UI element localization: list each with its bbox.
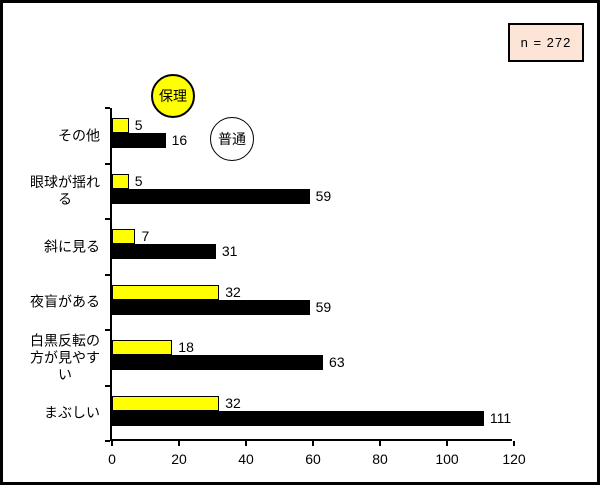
x-axis-tick — [379, 441, 381, 446]
bar-value-label: 7 — [141, 228, 150, 244]
x-axis-tick — [178, 441, 180, 446]
category-label-4: 白黒反転の 方が見やす い — [30, 332, 100, 383]
bar-group-4: 18 63 — [112, 330, 512, 386]
bar-value-label: 32 — [225, 283, 241, 300]
legend-circle-series1: 保理 — [151, 74, 195, 118]
bar-保理-4 — [112, 340, 173, 355]
sample-size-box: n = 272 — [508, 23, 584, 62]
x-axis-tick — [312, 441, 314, 446]
bar-group-3: 32 59 — [112, 275, 512, 331]
x-axis-tick-label: 100 — [435, 451, 459, 467]
bar-普通-3 — [112, 299, 310, 315]
category-label-1: 眼球が揺れ る — [30, 174, 100, 208]
x-axis-tick-label: 80 — [372, 451, 388, 467]
bar-保理-3 — [112, 284, 220, 300]
category-label-0: その他 — [58, 127, 100, 144]
x-axis-tick — [446, 441, 448, 446]
bar-普通-4 — [112, 355, 324, 370]
bar-value-label: 5 — [134, 172, 143, 189]
bar-保理-2 — [112, 229, 136, 244]
y-axis-tick — [105, 440, 110, 442]
x-axis-tick-label: 20 — [171, 451, 187, 467]
y-axis-tick — [105, 107, 110, 109]
legend-circle-series2: 普通 — [210, 117, 254, 161]
y-axis-tick — [105, 162, 110, 165]
bar-value-label: 111 — [489, 409, 512, 426]
sample-size-label: n = 272 — [520, 35, 572, 50]
legend-label-series1: 保理 — [159, 88, 187, 104]
category-label-5: まぶしい — [44, 404, 100, 421]
bar-保理-5 — [112, 395, 220, 411]
x-axis-tick — [245, 441, 247, 446]
plot-area: 5 16 5 59 7 31 32 59 18 63 32 111 0 20 40 60 80 100 120 — [105, 107, 526, 467]
bar-group-5: 32 111 — [112, 386, 512, 442]
bar-value-label: 59 — [315, 298, 332, 315]
bar-普通-0 — [112, 133, 166, 148]
bar-普通-1 — [112, 188, 310, 204]
y-axis-tick — [105, 329, 110, 331]
bar-普通-5 — [112, 410, 484, 426]
bar-保理-1 — [112, 173, 129, 189]
x-axis-tick-label: 40 — [238, 451, 254, 467]
bar-value-label: 59 — [315, 187, 332, 204]
bar-group-2: 7 31 — [112, 219, 512, 275]
bar-value-label: 32 — [225, 394, 241, 411]
bar-value-label: 18 — [178, 339, 194, 355]
bar-value-label: 63 — [329, 354, 345, 370]
x-axis-tick-label: 60 — [305, 451, 321, 467]
y-axis-tick — [105, 218, 110, 220]
y-axis-tick — [105, 273, 110, 276]
bar-group-0: 5 16 — [112, 108, 512, 164]
x-axis-tick-label: 120 — [502, 451, 526, 467]
bar-group-1: 5 59 — [112, 164, 512, 220]
bar-普通-2 — [112, 244, 216, 259]
x-axis-tick — [513, 441, 515, 446]
x-axis-tick-label: 0 — [108, 451, 116, 467]
bar-value-label: 31 — [221, 243, 238, 259]
bar-value-label: 16 — [171, 132, 188, 148]
x-axis-tick — [111, 441, 113, 446]
y-axis-tick — [105, 384, 110, 387]
category-label-2: 斜に見る — [44, 238, 100, 255]
category-label-3: 夜盲がある — [30, 293, 100, 310]
legend-label-series2: 普通 — [218, 131, 246, 147]
bar-保理-0 — [112, 118, 129, 133]
bar-value-label: 5 — [134, 117, 143, 133]
